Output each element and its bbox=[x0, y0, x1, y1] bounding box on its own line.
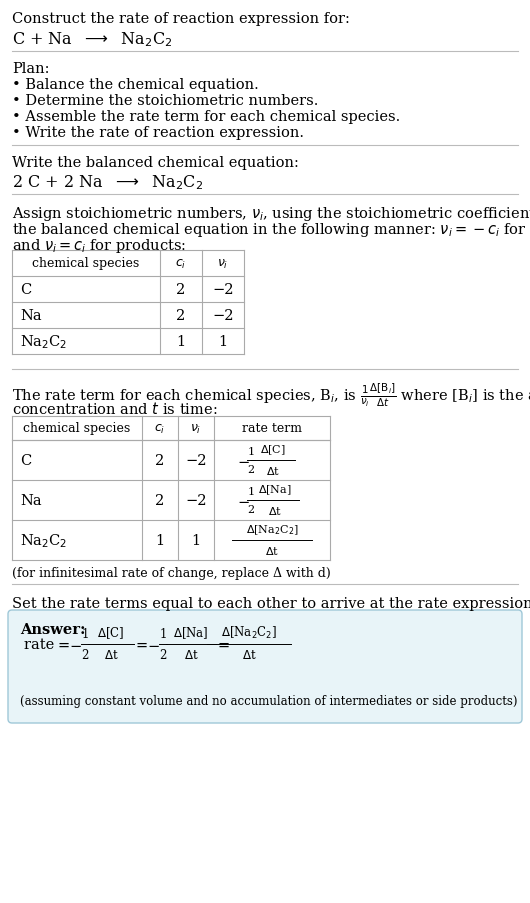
Text: $\Delta$[Na]: $\Delta$[Na] bbox=[258, 483, 292, 497]
Text: Set the rate terms equal to each other to arrive at the rate expression:: Set the rate terms equal to each other t… bbox=[12, 596, 530, 610]
Text: −2: −2 bbox=[186, 493, 207, 507]
Text: Construct the rate of reaction expression for:: Construct the rate of reaction expressio… bbox=[12, 12, 350, 26]
Text: Plan:: Plan: bbox=[12, 62, 49, 76]
Text: Na: Na bbox=[20, 493, 42, 507]
Text: the balanced chemical equation in the following manner: $\nu_i = -c_i$ for react: the balanced chemical equation in the fo… bbox=[12, 220, 530, 238]
Text: 1: 1 bbox=[248, 487, 254, 497]
Text: (for infinitesimal rate of change, replace Δ with d): (for infinitesimal rate of change, repla… bbox=[12, 566, 331, 580]
Text: 2: 2 bbox=[176, 309, 186, 322]
Text: • Assemble the rate term for each chemical species.: • Assemble the rate term for each chemic… bbox=[12, 110, 400, 124]
Text: 2: 2 bbox=[160, 648, 167, 661]
Text: 2: 2 bbox=[81, 648, 89, 661]
Text: Na$_2$C$_2$: Na$_2$C$_2$ bbox=[20, 333, 67, 350]
Text: Assign stoichiometric numbers, $\nu_i$, using the stoichiometric coefficients, $: Assign stoichiometric numbers, $\nu_i$, … bbox=[12, 205, 530, 223]
Text: chemical species: chemical species bbox=[32, 257, 139, 270]
Text: $=$: $=$ bbox=[133, 638, 148, 651]
Text: $\Delta$t: $\Delta$t bbox=[242, 648, 257, 661]
Text: $\Delta$[Na]: $\Delta$[Na] bbox=[173, 625, 209, 640]
Text: 1: 1 bbox=[81, 628, 89, 640]
Text: (assuming constant volume and no accumulation of intermediates or side products): (assuming constant volume and no accumul… bbox=[20, 694, 517, 707]
Text: 2: 2 bbox=[155, 453, 165, 468]
Text: C: C bbox=[20, 283, 31, 297]
Text: 1: 1 bbox=[218, 335, 227, 349]
Text: $\nu_i$: $\nu_i$ bbox=[190, 422, 202, 435]
Text: $\Delta$[C]: $\Delta$[C] bbox=[98, 625, 125, 640]
Text: 1: 1 bbox=[191, 534, 200, 547]
Text: $c_i$: $c_i$ bbox=[175, 257, 187, 270]
Text: $\Delta$[Na$_2$C$_2$]: $\Delta$[Na$_2$C$_2$] bbox=[221, 624, 277, 640]
Text: 2: 2 bbox=[155, 493, 165, 507]
Text: $\Delta$t: $\Delta$t bbox=[184, 648, 198, 661]
Text: $\Delta$t: $\Delta$t bbox=[268, 505, 282, 517]
Text: 2: 2 bbox=[248, 505, 254, 515]
Text: Na$_2$C$_2$: Na$_2$C$_2$ bbox=[20, 532, 67, 549]
Text: $-$: $-$ bbox=[237, 453, 250, 468]
Text: $=$: $=$ bbox=[55, 638, 70, 651]
Text: • Determine the stoichiometric numbers.: • Determine the stoichiometric numbers. bbox=[12, 94, 319, 107]
Text: concentration and $t$ is time:: concentration and $t$ is time: bbox=[12, 401, 217, 416]
Text: $\Delta$[C]: $\Delta$[C] bbox=[260, 443, 286, 457]
Text: chemical species: chemical species bbox=[23, 422, 130, 435]
Text: Write the balanced chemical equation:: Write the balanced chemical equation: bbox=[12, 156, 299, 170]
Text: 2: 2 bbox=[176, 283, 186, 297]
Text: $-$: $-$ bbox=[69, 638, 82, 651]
Text: • Write the rate of reaction expression.: • Write the rate of reaction expression. bbox=[12, 126, 304, 140]
Text: 1: 1 bbox=[155, 534, 164, 547]
Text: $\nu_i$: $\nu_i$ bbox=[217, 257, 228, 270]
Text: rate: rate bbox=[24, 638, 59, 651]
Text: 1: 1 bbox=[176, 335, 186, 349]
Text: Na: Na bbox=[20, 309, 42, 322]
Text: C: C bbox=[20, 453, 31, 468]
Text: −2: −2 bbox=[212, 309, 234, 322]
Text: Answer:: Answer: bbox=[20, 622, 85, 637]
FancyBboxPatch shape bbox=[8, 610, 522, 723]
Text: • Balance the chemical equation.: • Balance the chemical equation. bbox=[12, 78, 259, 92]
Text: rate term: rate term bbox=[242, 422, 302, 435]
Text: and $\nu_i = c_i$ for products:: and $\nu_i = c_i$ for products: bbox=[12, 237, 187, 255]
Text: $\Delta$t: $\Delta$t bbox=[266, 464, 280, 477]
Text: $\Delta$t: $\Delta$t bbox=[104, 648, 118, 661]
Text: The rate term for each chemical species, B$_i$, is $\frac{1}{\nu_i}\frac{\Delta[: The rate term for each chemical species,… bbox=[12, 382, 530, 409]
Text: $\Delta$t: $\Delta$t bbox=[265, 545, 279, 556]
Text: $=$: $=$ bbox=[215, 638, 231, 651]
Text: $c_i$: $c_i$ bbox=[154, 422, 166, 435]
Text: 2: 2 bbox=[248, 464, 254, 474]
Text: $-$: $-$ bbox=[237, 493, 250, 507]
Text: $\Delta$[Na$_2$C$_2$]: $\Delta$[Na$_2$C$_2$] bbox=[245, 523, 298, 536]
Text: −2: −2 bbox=[186, 453, 207, 468]
Text: 1: 1 bbox=[160, 628, 167, 640]
Text: C + Na  $\longrightarrow$  Na$_2$C$_2$: C + Na $\longrightarrow$ Na$_2$C$_2$ bbox=[12, 30, 173, 49]
Text: 1: 1 bbox=[248, 446, 254, 457]
Text: 2 C + 2 Na  $\longrightarrow$  Na$_2$C$_2$: 2 C + 2 Na $\longrightarrow$ Na$_2$C$_2$ bbox=[12, 172, 203, 191]
Text: $-$: $-$ bbox=[147, 638, 160, 651]
Text: −2: −2 bbox=[212, 283, 234, 297]
